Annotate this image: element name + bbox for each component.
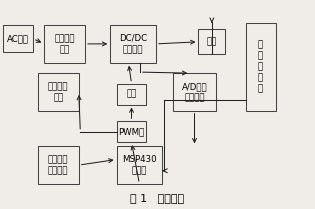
- Bar: [38, 146, 79, 184]
- Text: 键盘设定
基准电压: 键盘设定 基准电压: [48, 155, 69, 175]
- Bar: [117, 146, 162, 184]
- Text: 整流滤波
电路: 整流滤波 电路: [54, 34, 75, 54]
- Text: 图 1   系统框图: 图 1 系统框图: [130, 193, 185, 203]
- Bar: [117, 84, 146, 104]
- Text: 驱动: 驱动: [126, 89, 137, 99]
- Text: 负载: 负载: [207, 37, 217, 46]
- Text: AC输入: AC输入: [7, 34, 29, 43]
- Text: 过
电
流
保
护: 过 电 流 保 护: [258, 40, 263, 94]
- Bar: [110, 25, 156, 63]
- Bar: [117, 121, 146, 142]
- Bar: [38, 73, 79, 111]
- Text: A/D采样
电压反馈: A/D采样 电压反馈: [182, 82, 207, 102]
- Bar: [246, 23, 276, 111]
- Text: PWM波: PWM波: [118, 127, 145, 136]
- Bar: [3, 25, 33, 52]
- Bar: [173, 73, 216, 111]
- Bar: [44, 25, 85, 63]
- Text: MSP430
单片机: MSP430 单片机: [122, 155, 157, 175]
- Text: DC/DC
转换电路: DC/DC 转换电路: [119, 34, 147, 54]
- Text: 电压电流
显示: 电压电流 显示: [48, 82, 69, 102]
- Bar: [198, 29, 225, 54]
